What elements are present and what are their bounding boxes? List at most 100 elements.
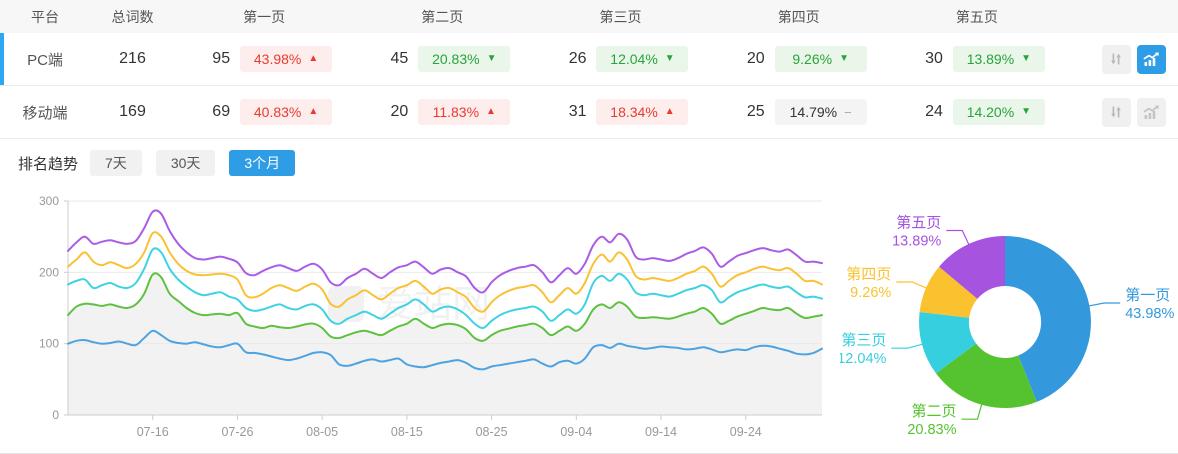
pct-badge: 18.34% ▲ — [596, 99, 689, 125]
trend-line-page-1 — [67, 329, 823, 371]
tab-range-7天[interactable]: 7天 — [90, 150, 142, 176]
page-count: 26 — [568, 50, 587, 67]
pct-badge: 43.98% ▲ — [240, 46, 333, 72]
y-axis-label: 0 — [52, 408, 59, 422]
trend-line-page-5 — [67, 209, 823, 294]
arrow-down-icon: ▼ — [839, 53, 849, 64]
table-row-mobile[interactable]: 移动端 169 69 40.83% ▲ 20 11.83% ▲ 31 18.34% ▲ 25 14.79… — [0, 86, 1178, 139]
donut-label-value-2: 20.83% — [907, 422, 956, 438]
donut-label-line-5 — [946, 229, 971, 247]
page-cell-1: 69 40.83% ▲ — [175, 99, 353, 125]
line-chart-icon — [1143, 52, 1159, 66]
page-count: 30 — [925, 50, 943, 67]
donut-slice-3[interactable] — [919, 312, 977, 374]
page-count: 45 — [390, 50, 409, 67]
trend-line-page-4 — [67, 231, 823, 313]
sort-button[interactable] — [1101, 97, 1131, 127]
donut-slice-5[interactable] — [939, 236, 1005, 299]
x-axis-label: 08-05 — [306, 425, 338, 439]
donut-label-value-1: 43.98% — [1125, 306, 1174, 322]
trend-range-tabs: 7天 30天 3个月 — [90, 150, 296, 176]
pct-badge: 14.20% ▼ — [952, 99, 1045, 125]
pct-value: 20.83% — [432, 51, 480, 67]
donut-label-line-3 — [891, 343, 925, 349]
page-cell-2: 20 11.83% ▲ — [353, 99, 531, 125]
trend-title: 排名趋势 — [18, 155, 79, 173]
page-cell-5: 30 13.89% ▼ — [888, 46, 1066, 72]
sort-updown-icon — [1111, 53, 1122, 65]
col-header-platform: 平台 — [31, 8, 59, 25]
donut-label-line-1 — [1087, 302, 1121, 307]
donut-slice-2[interactable] — [936, 343, 1037, 409]
table-header-row: 平台 总词数 第一页 第二页 第三页 第四页 第五页 — [0, 0, 1178, 33]
watermark: 爱站网 — [328, 284, 490, 326]
total-words-cell: 169 — [119, 103, 146, 120]
donut-label-line-2 — [961, 402, 983, 420]
x-axis-label: 07-16 — [137, 425, 169, 439]
page-cell-3: 31 18.34% ▲ — [531, 99, 709, 125]
donut-label-value-5: 13.89% — [892, 234, 941, 250]
pct-value: 43.98% — [253, 51, 302, 67]
page-cell-2: 45 20.83% ▼ — [353, 46, 531, 72]
pct-badge: 14.79% − — [774, 99, 867, 125]
donut-label-name-5: 第五页 — [896, 214, 941, 232]
page-count: 95 — [212, 50, 231, 67]
pct-value: 13.89% — [966, 51, 1015, 67]
page-share-donut-chart[interactable]: 第一页 43.98% 第二页 20.83% 第三页 12.04% 第四页 9.26% 第五页 13… — [840, 172, 1178, 454]
chart-toggle-button[interactable] — [1136, 44, 1166, 74]
tab-range-30天[interactable]: 30天 — [155, 150, 216, 176]
rank-table: 平台 总词数 第一页 第二页 第三页 第四页 第五页 PC端 216 95 43.98% ▲ 45… — [0, 0, 1178, 139]
donut-label-name-4: 第四页 — [846, 265, 891, 283]
pct-value: 14.20% — [966, 104, 1015, 120]
donut-slice-4[interactable] — [919, 266, 978, 318]
col-header-page-3: 第三页 — [599, 8, 642, 25]
donut-label-name-1: 第一页 — [1125, 286, 1170, 304]
pct-value: 18.34% — [610, 104, 658, 120]
donut-label-name-2: 第二页 — [911, 402, 956, 420]
arrow-up-icon: ▲ — [308, 53, 319, 64]
donut-label-value-3: 12.04% — [840, 351, 886, 367]
page-count: 24 — [925, 103, 943, 120]
line-chart-icon — [1143, 105, 1159, 119]
table-row-pc[interactable]: PC端 216 95 43.98% ▲ 45 20.83% ▼ 26 12.04% ▼ 20 9.26%… — [0, 33, 1178, 86]
page-count: 20 — [746, 50, 765, 67]
trend-line-page-3 — [67, 247, 823, 330]
page-cell-5: 24 14.20% ▼ — [888, 99, 1066, 125]
rank-trend-line-chart[interactable]: 0 100 200 300 07-16 07-26 08-05 08-15 08-25 09-04… — [28, 190, 840, 454]
arrow-down-icon: ▼ — [1021, 106, 1032, 117]
pct-badge: 9.26% ▼ — [774, 46, 867, 72]
arrow-up-icon: ▲ — [486, 106, 496, 117]
sort-button[interactable] — [1101, 44, 1131, 74]
table-body: PC端 216 95 43.98% ▲ 45 20.83% ▼ 26 12.04% ▼ 20 9.26%… — [0, 33, 1178, 139]
tab-range-3个月[interactable]: 3个月 — [229, 150, 296, 176]
x-axis-label: 09-24 — [730, 425, 762, 439]
platform-cell: 移动端 — [22, 104, 68, 122]
pct-value: 11.83% — [432, 104, 480, 120]
y-axis-label: 200 — [39, 265, 59, 279]
donut-label-name-3: 第三页 — [841, 331, 886, 349]
pct-badge: 13.89% ▼ — [952, 46, 1045, 72]
page-count: 25 — [746, 103, 765, 120]
pct-badge: 12.04% ▼ — [596, 46, 689, 72]
page-count: 31 — [568, 103, 587, 120]
y-axis-label: 100 — [39, 337, 59, 351]
x-axis-label: 08-25 — [476, 425, 508, 439]
total-words-cell: 216 — [119, 50, 146, 67]
pct-value: 12.04% — [610, 51, 658, 67]
donut-slice-1[interactable] — [1005, 236, 1091, 402]
pct-value: 40.83% — [253, 104, 302, 120]
col-header-page-2: 第二页 — [421, 8, 464, 25]
page-cell-4: 25 14.79% − — [710, 99, 888, 125]
sort-updown-icon — [1111, 106, 1122, 118]
platform-cell: PC端 — [27, 51, 63, 69]
pct-value: 9.26% — [792, 51, 833, 67]
chart-toggle-button[interactable] — [1136, 97, 1166, 127]
col-header-page-4: 第四页 — [777, 8, 820, 25]
arrow-down-icon: ▼ — [486, 53, 497, 64]
x-axis-label: 08-15 — [391, 425, 423, 439]
flat-dash-icon: − — [844, 104, 852, 120]
x-axis-label: 07-26 — [221, 425, 253, 439]
row-actions — [1066, 44, 1178, 74]
donut-label-value-4: 9.26% — [850, 285, 891, 301]
